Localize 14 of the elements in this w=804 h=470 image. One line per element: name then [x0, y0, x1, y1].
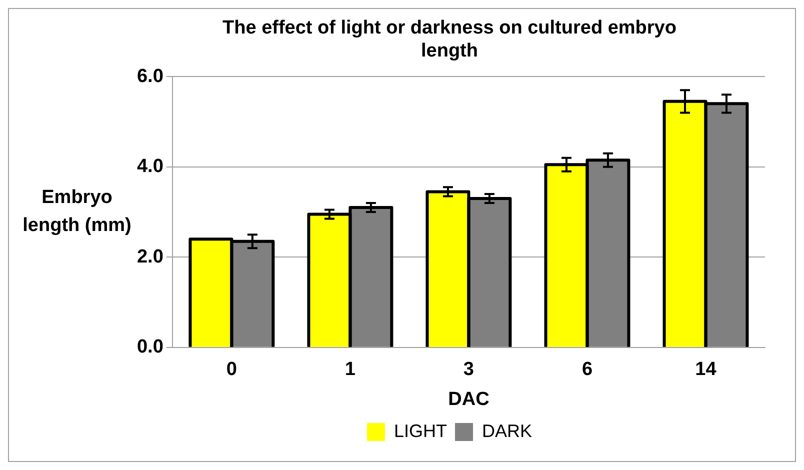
- x-tick-label: 3: [463, 359, 474, 380]
- legend-label: DARK: [482, 420, 532, 441]
- y-axis-title: Embryo length (mm): [22, 187, 132, 236]
- x-tick-label: 1: [344, 359, 356, 380]
- x-tick-label: 6: [582, 359, 593, 380]
- chart-title: The effect of light or darkness on cultured embryo length: [222, 18, 676, 62]
- y-tick-label: 4.0: [136, 156, 164, 178]
- y-tick-label: 6.0: [136, 66, 164, 87]
- y-tick-label: 0.0: [136, 336, 164, 358]
- x-axis-title: DAC: [448, 388, 490, 410]
- x-tick-label: 0: [226, 359, 237, 380]
- x-tick-label: 14: [695, 359, 717, 380]
- legend-label: LIGHT: [394, 420, 448, 441]
- y-tick-label: 2.0: [136, 246, 164, 268]
